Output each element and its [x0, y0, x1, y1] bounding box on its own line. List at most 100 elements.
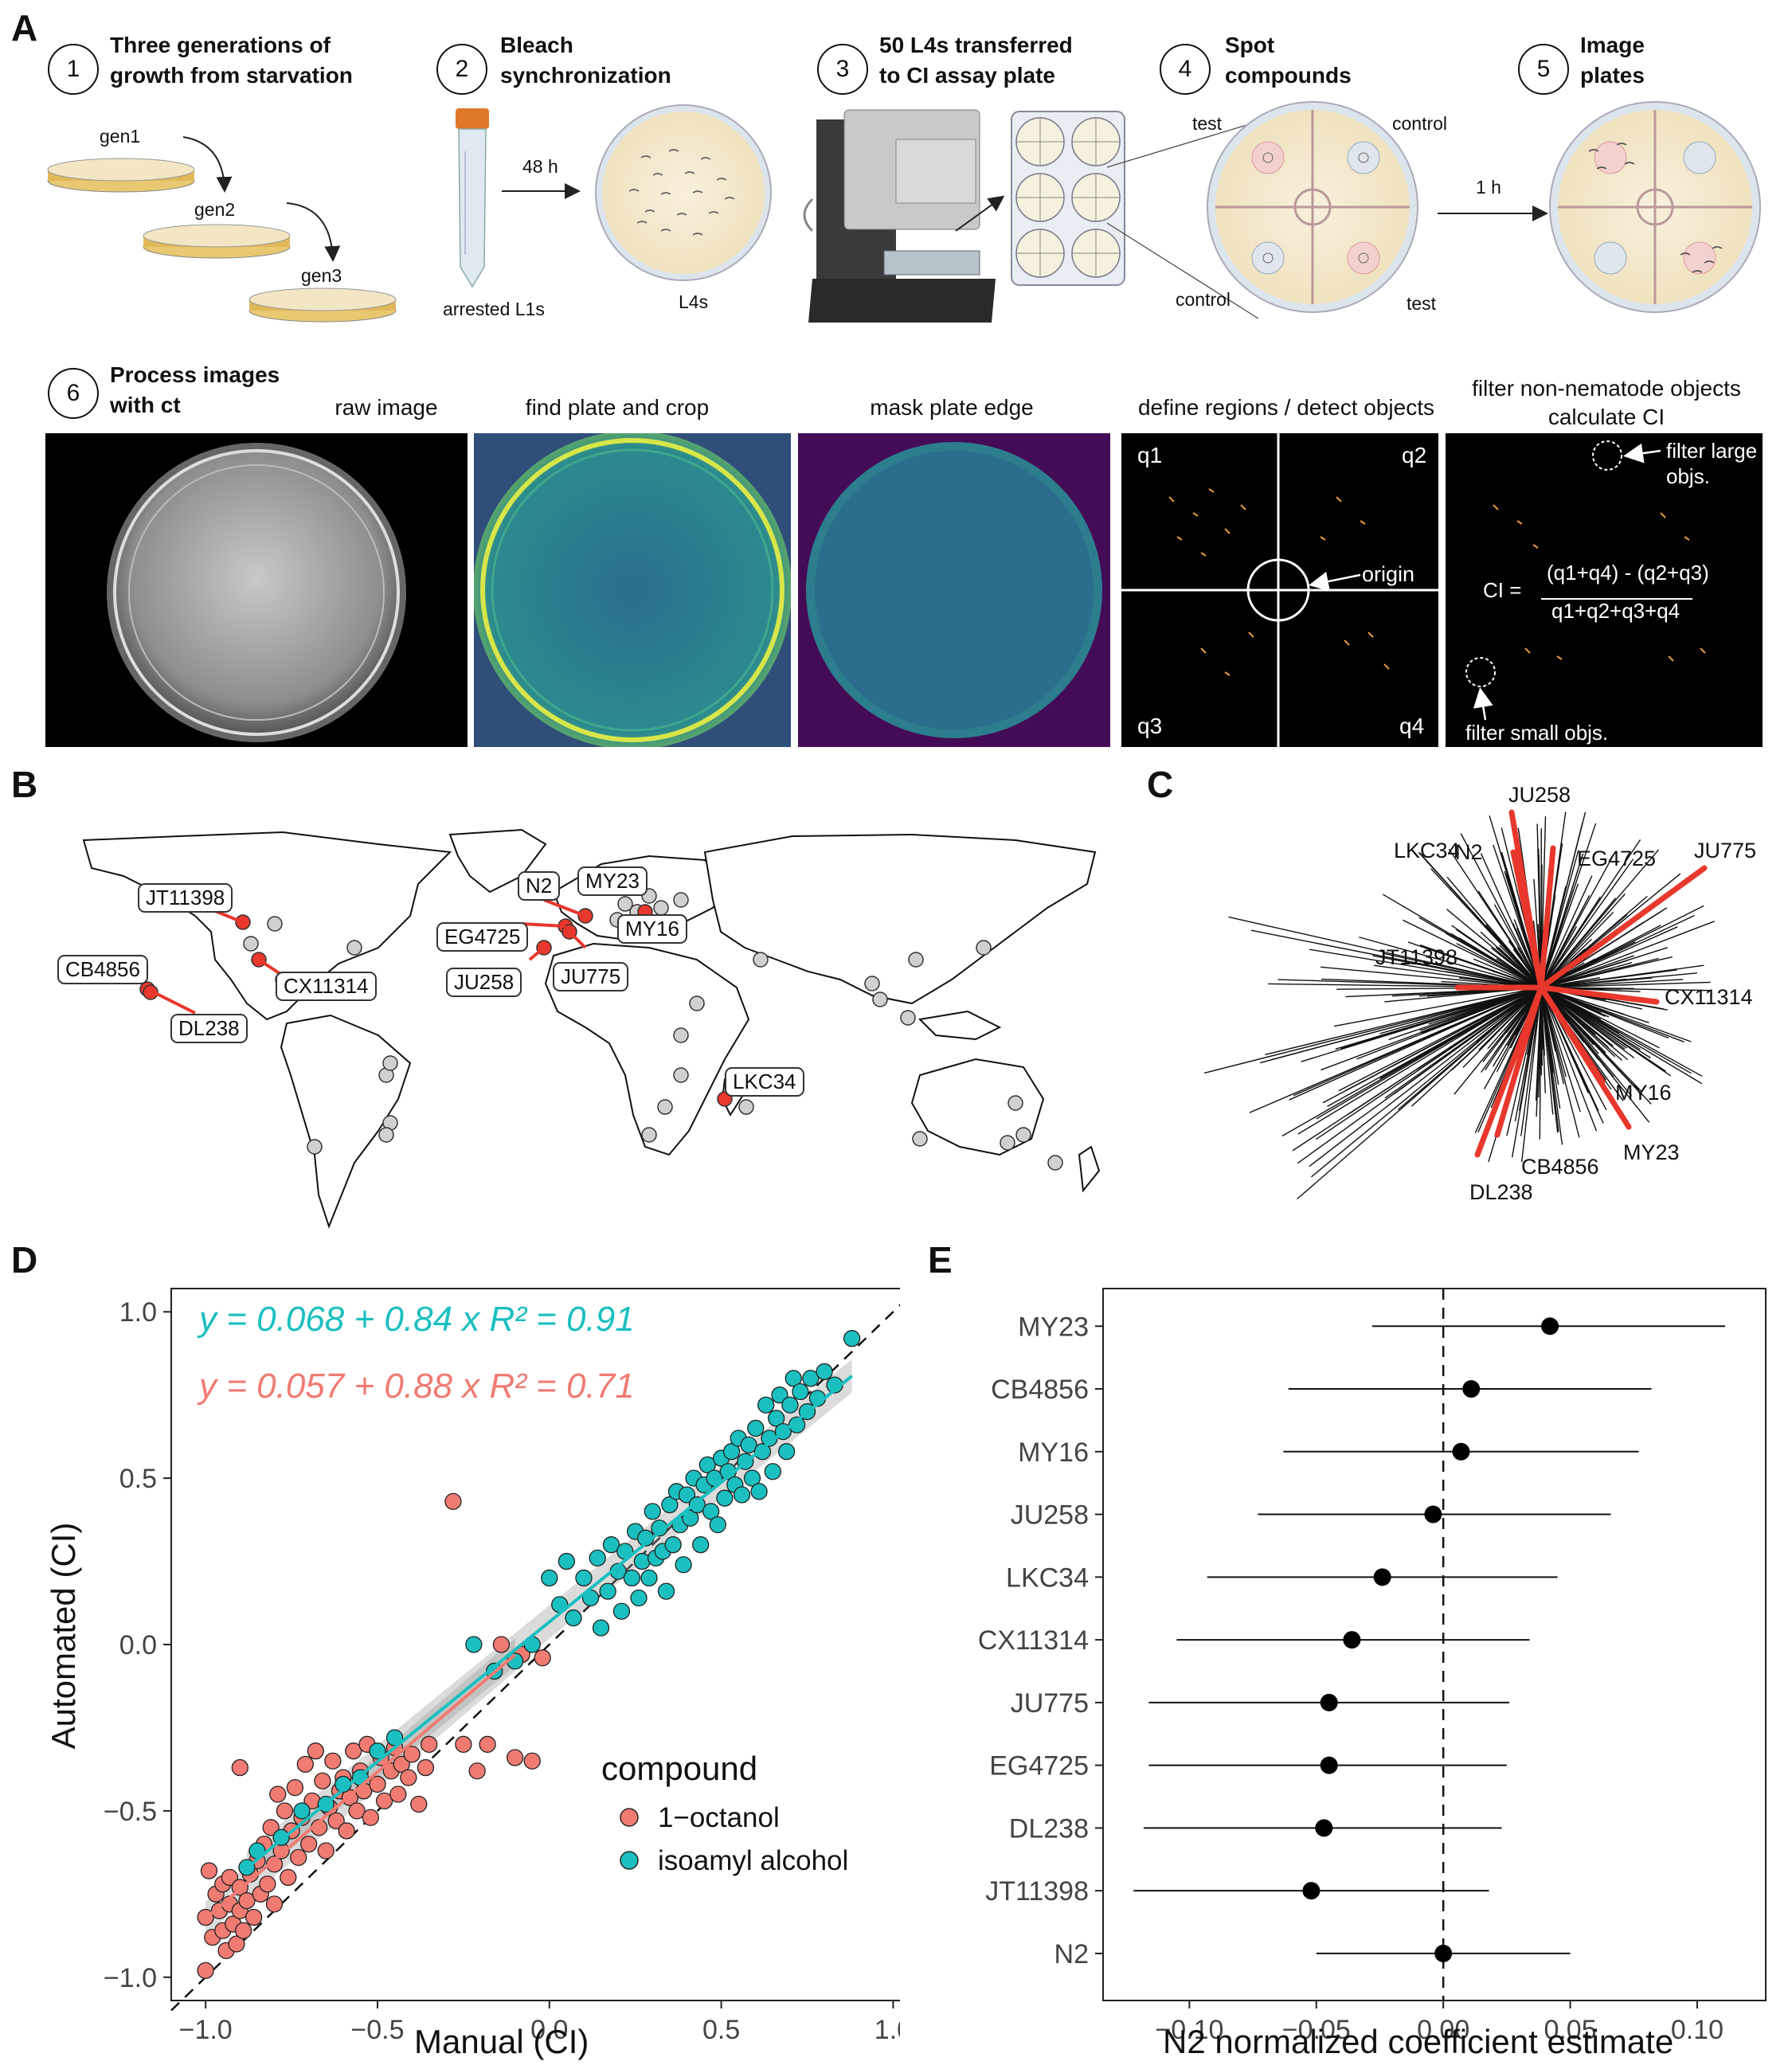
tree-branch [1540, 894, 1626, 988]
arrested-l1s-label: arrested L1s [443, 299, 545, 319]
forest-category-label: N2 [1054, 1939, 1089, 1969]
tree-branch [1391, 987, 1542, 1067]
forest-category-label: MY16 [1018, 1437, 1089, 1468]
ci-assay-plate-rack [1011, 111, 1125, 286]
forest-x-axis-label: N2 normalized coefficient estimate [1163, 2023, 1674, 2060]
scatter-x-axis-label: Manual (CI) [414, 2023, 589, 2060]
scatter-point [262, 1819, 280, 1836]
scatter-point [506, 1749, 524, 1766]
scatter-point [369, 1742, 386, 1760]
scatter-point [234, 1922, 252, 1939]
image-title-regions: define regions / detect objects [1137, 395, 1434, 420]
scatter-point [265, 1895, 284, 1913]
tree-branch [1419, 944, 1542, 988]
tree-branch [1540, 978, 1627, 988]
scatter-point [269, 1785, 287, 1803]
legend-key-isoamyl [620, 1851, 639, 1870]
tree-label-n2: N2 [1455, 840, 1483, 864]
scatter-y-tick-label: 0.0 [119, 1630, 157, 1660]
coefficient-estimate-point [1302, 1882, 1321, 1900]
tree-branch [1540, 987, 1561, 1109]
tree-label-eg4725: EG4725 [1577, 847, 1657, 870]
petri-dish-gen2 [143, 224, 291, 259]
legend-key-octanol [620, 1808, 639, 1827]
scatter-point [630, 1589, 648, 1607]
scatter-point [200, 1862, 218, 1879]
tree-branch [1540, 987, 1652, 1105]
scatter-point [575, 1569, 593, 1587]
bleach-time-label: 48 h [522, 156, 558, 177]
tree-label-lkc34: LKC34 [1394, 839, 1460, 862]
scatter-point [444, 1492, 462, 1511]
gen1-label: gen1 [100, 126, 141, 147]
scatter-point [534, 1649, 551, 1667]
legend-keys [620, 1808, 639, 1870]
scatter-point [375, 1792, 393, 1809]
scatter-point [558, 1552, 576, 1570]
tree-branch [1359, 937, 1542, 988]
scatter-point [421, 1735, 438, 1753]
scatter-point [389, 1785, 407, 1803]
forest-x-tick-label: 0.00 [1417, 2015, 1469, 2045]
scatter-point [286, 1778, 304, 1797]
forest-category-label: JT11398 [985, 1876, 1089, 1907]
scatter-point [589, 1549, 606, 1567]
gen3-label: gen3 [301, 265, 342, 286]
tree-branch [1540, 890, 1575, 988]
coefficient-estimate-point [1320, 1693, 1338, 1711]
tree-branch [1511, 987, 1542, 1158]
scatter-point [290, 1848, 307, 1867]
petri-dish-gen1 [47, 158, 195, 193]
tree-branch [1419, 852, 1542, 988]
tree-branch [1540, 987, 1580, 1138]
map-tag-eg4725: EG4725 [436, 922, 529, 952]
map-tag-cx11314: CX11314 [276, 972, 377, 1001]
scatter-x-tick-label: 1.0 [874, 2015, 900, 2045]
scatter-point [716, 1489, 734, 1507]
tree-branch [1540, 941, 1636, 988]
tree-branch [1259, 987, 1542, 1064]
tree-branch [1540, 955, 1635, 988]
tree-branch [1477, 890, 1542, 988]
scatter-x-tick-label: −0.5 [350, 2015, 404, 2045]
forest-x-tick-label: 0.10 [1671, 2015, 1724, 2045]
scatter-point [541, 1569, 558, 1587]
scatter-point [228, 1935, 245, 1953]
masked-plate-image [798, 433, 1110, 747]
panel-letter-e: E [928, 1239, 953, 1281]
scatter-point [688, 1496, 706, 1514]
legend-label-isoamyl: isoamyl alcohol [658, 1845, 849, 1876]
imaged-assay-plate [1549, 101, 1761, 313]
map-tag-dl238: DL238 [170, 1014, 248, 1043]
filter-large-label: filter large objs. [1666, 439, 1758, 488]
coefficient-estimate-point [1343, 1631, 1361, 1649]
scatter-point [781, 1396, 799, 1414]
tree-branch [1540, 987, 1581, 1113]
ci-formula-numerator: (q1+q4) - (q2+q3) [1547, 561, 1709, 585]
step-6-number: 6 [48, 368, 99, 419]
scatter-point [747, 1419, 765, 1437]
tree-branch [1388, 987, 1542, 1041]
scatter-point [651, 1519, 668, 1537]
map-tag-ju775: JU775 [553, 962, 629, 991]
coefficient-estimate-point [1424, 1505, 1442, 1523]
tree-branch [1402, 919, 1542, 988]
q3-label: q3 [1137, 714, 1163, 738]
tree-branch [1540, 987, 1692, 1042]
tree-branch [1397, 987, 1542, 1110]
tree-branch [1540, 911, 1614, 988]
scatter-point [324, 1752, 342, 1770]
scatter-point [698, 1456, 716, 1474]
tree-branch [1540, 895, 1590, 988]
coefficient-estimate-point [1320, 1756, 1338, 1774]
scatter-x-tick-label: 0.0 [530, 2015, 568, 2045]
panel-letter-a: A [11, 7, 38, 49]
tree-branch [1478, 987, 1542, 1051]
tree-branch [1454, 987, 1542, 1095]
image-title-raw: raw image [335, 395, 438, 420]
scatter-point [661, 1496, 679, 1514]
scatter-point [792, 1383, 809, 1401]
q1-label: q1 [1137, 443, 1163, 467]
scatter-point [602, 1536, 620, 1554]
tree-branch [1540, 915, 1590, 988]
